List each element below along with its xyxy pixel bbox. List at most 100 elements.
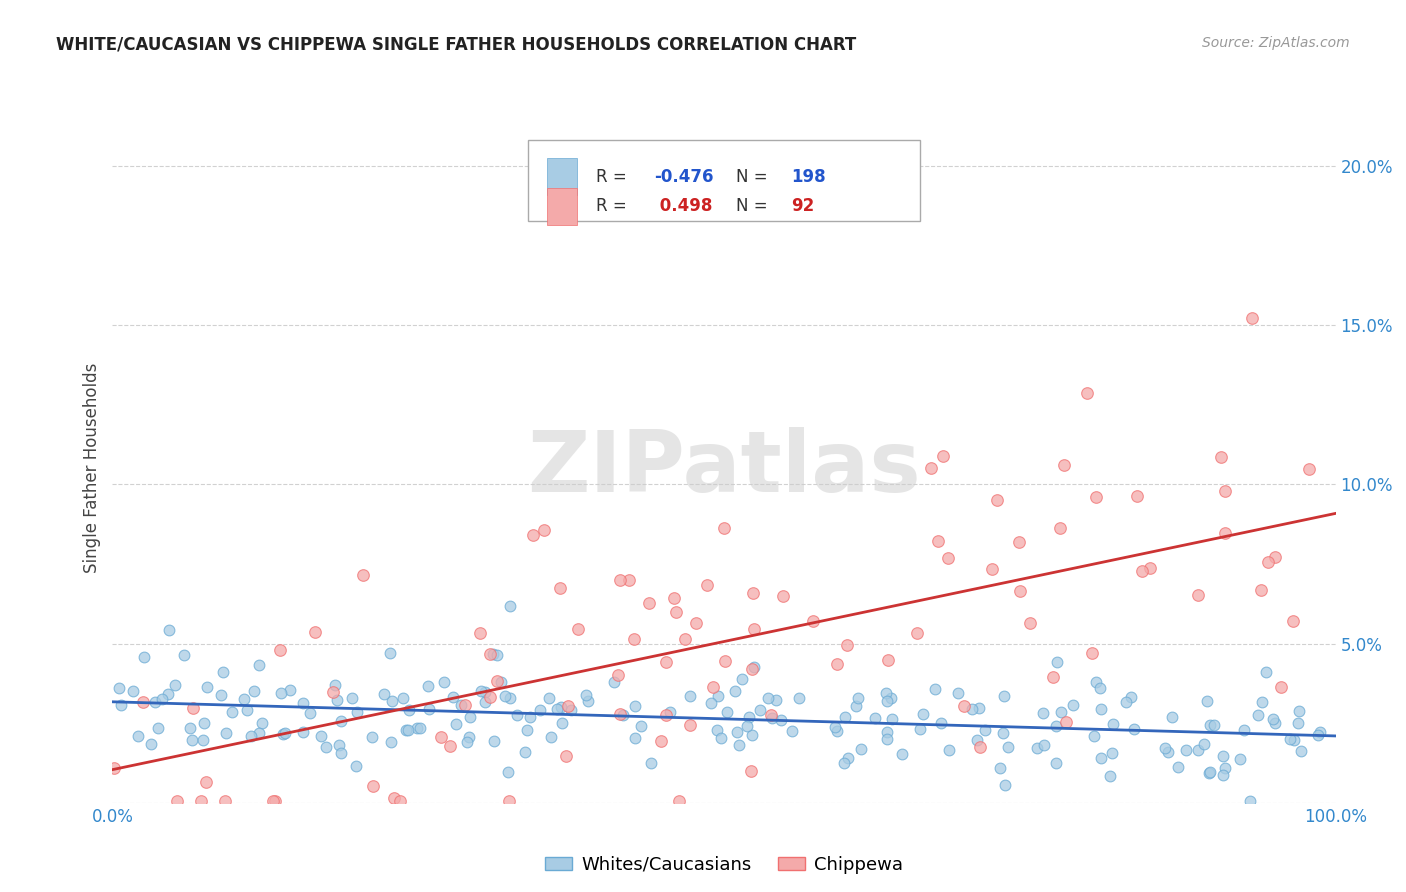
Point (166, 794, 188, 808)
Text: R =: R = (596, 197, 631, 215)
Point (612, 708, 634, 723)
Point (1264, 549, 1286, 564)
Point (662, 591, 685, 606)
Point (264, 794, 287, 808)
Point (1263, 712, 1285, 726)
Point (617, 573, 640, 587)
Point (304, 624, 326, 639)
Point (1211, 450, 1233, 465)
Point (529, 703, 551, 717)
Point (278, 682, 301, 697)
Point (966, 732, 988, 747)
Point (269, 643, 291, 657)
Point (309, 730, 332, 744)
Point (1076, 385, 1098, 400)
Point (110, 698, 132, 713)
Point (165, 678, 187, 692)
Point (409, 721, 432, 735)
Point (132, 650, 155, 665)
Point (1212, 748, 1234, 763)
Point (121, 683, 143, 698)
Point (482, 734, 505, 748)
Text: Source: ZipAtlas.com: Source: ZipAtlas.com (1202, 36, 1350, 50)
Point (749, 703, 772, 717)
Point (1167, 759, 1189, 773)
Point (845, 698, 868, 713)
Point (329, 746, 352, 760)
Point (1308, 727, 1330, 741)
Point (1194, 737, 1216, 751)
Point (221, 705, 243, 719)
Point (654, 655, 676, 669)
Point (1198, 765, 1220, 780)
FancyBboxPatch shape (547, 188, 578, 225)
Point (1154, 740, 1177, 755)
Point (1288, 716, 1310, 731)
Point (737, 710, 759, 724)
Point (439, 739, 461, 753)
Text: -0.476: -0.476 (654, 168, 714, 186)
Point (271, 727, 294, 741)
Point (741, 662, 763, 676)
Point (938, 743, 960, 757)
Point (1025, 741, 1047, 756)
Point (139, 737, 162, 751)
Point (456, 734, 478, 748)
Point (1270, 680, 1292, 694)
Point (744, 660, 766, 674)
Point (1174, 743, 1197, 757)
Point (485, 673, 508, 688)
Point (363, 779, 385, 793)
Point (157, 624, 180, 638)
Point (214, 794, 236, 808)
Point (506, 707, 529, 722)
Point (567, 622, 589, 636)
Point (967, 700, 990, 714)
Point (576, 694, 599, 708)
Point (190, 794, 212, 808)
Point (723, 684, 745, 698)
Point (1229, 752, 1251, 766)
Point (195, 680, 218, 694)
Point (1084, 490, 1107, 504)
Point (250, 716, 273, 731)
Point (274, 726, 297, 740)
Point (849, 742, 872, 756)
Point (173, 648, 195, 663)
Point (381, 694, 404, 708)
Point (380, 734, 402, 748)
Point (993, 689, 1015, 703)
Point (1042, 669, 1064, 683)
Point (993, 725, 1015, 739)
Y-axis label: Single Father Households: Single Father Households (83, 363, 101, 574)
Point (801, 614, 824, 628)
Point (1199, 717, 1222, 731)
Point (479, 647, 502, 661)
Point (1212, 768, 1234, 782)
Point (932, 449, 955, 463)
Point (1053, 458, 1076, 472)
Point (969, 739, 991, 754)
Point (1250, 583, 1272, 598)
Point (557, 698, 579, 713)
Point (700, 696, 723, 710)
Point (846, 690, 869, 705)
Point (875, 686, 897, 700)
Point (474, 685, 496, 699)
Point (981, 562, 1004, 576)
Point (1090, 701, 1112, 715)
Point (1033, 738, 1056, 752)
Point (835, 638, 858, 652)
Point (352, 568, 374, 582)
Point (735, 718, 758, 732)
Point (398, 703, 420, 717)
Text: 0.498: 0.498 (654, 197, 713, 215)
Point (554, 749, 576, 764)
Point (882, 712, 904, 726)
Point (603, 675, 626, 690)
Point (659, 705, 682, 719)
Point (132, 695, 155, 709)
Point (292, 725, 315, 739)
Point (1157, 745, 1180, 759)
Point (181, 700, 204, 714)
